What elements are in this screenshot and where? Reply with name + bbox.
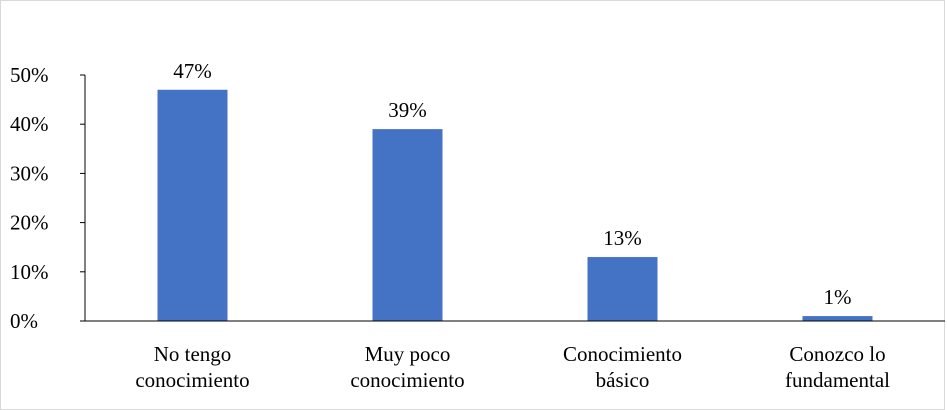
category-labels: No tengo conocimiento Muy poco conocimiento… bbox=[135, 342, 890, 392]
y-tick-label: 50% bbox=[10, 63, 49, 87]
bar bbox=[802, 316, 873, 321]
bars bbox=[157, 89, 873, 321]
data-labels: 47% 39% 13% 1% bbox=[173, 59, 851, 309]
y-tick-label: 10% bbox=[10, 260, 49, 284]
y-tick-label: 0% bbox=[10, 309, 38, 333]
y-axis-ticks: 0% 10% 20% 30% 40% 50% bbox=[10, 63, 85, 333]
y-tick-label: 30% bbox=[10, 161, 49, 185]
y-tick-label: 40% bbox=[10, 112, 49, 136]
bar bbox=[587, 257, 658, 321]
data-label: 13% bbox=[603, 226, 642, 250]
data-label: 39% bbox=[388, 98, 427, 122]
x-category-label: Muy poco conocimiento bbox=[350, 342, 464, 392]
y-tick-label: 20% bbox=[10, 211, 49, 235]
bar bbox=[157, 89, 228, 321]
data-label: 1% bbox=[824, 285, 852, 309]
bar-chart: 0% 10% 20% 30% 40% 50% 47% 39% 13% 1% No tengo co… bbox=[10, 59, 945, 392]
x-category-label: Conocimiento básico bbox=[563, 342, 682, 392]
data-label: 47% bbox=[173, 59, 212, 83]
x-category-label: No tengo conocimiento bbox=[135, 342, 249, 392]
x-category-label: Conozco lo fundamental bbox=[785, 342, 890, 392]
bar bbox=[372, 129, 443, 321]
